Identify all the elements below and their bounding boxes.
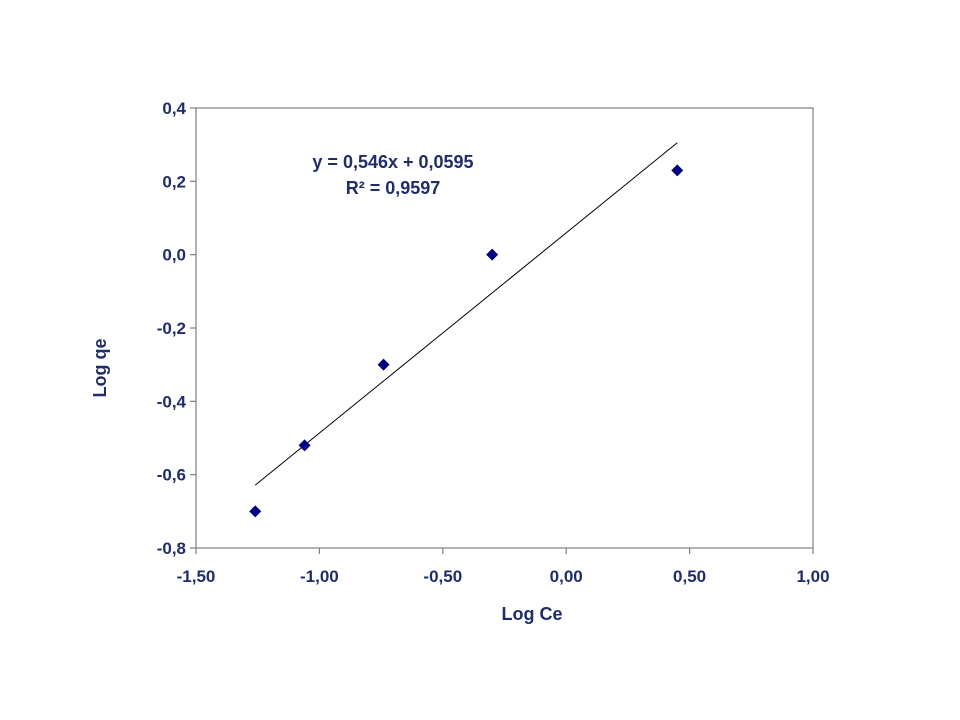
data-point [298,439,311,452]
plot-area [195,107,814,549]
data-points [249,164,684,518]
y-tick-label: -0,6 [157,466,186,485]
data-point [671,164,684,177]
y-axis-title: Log qe [90,339,110,398]
y-tick-label: -0,4 [157,392,187,411]
x-tick-label: 0,00 [550,567,583,586]
data-point [377,358,390,371]
trendline-equation: y = 0,546x + 0,0595 [312,152,473,172]
x-tick-label: -1,00 [300,567,339,586]
x-axis-title: Log Ce [502,604,563,624]
x-tick-label: 1,00 [796,567,829,586]
y-tick-label: -0,8 [157,539,186,558]
y-tick-label: -0,2 [157,319,186,338]
x-tick-label: -1,50 [177,567,216,586]
y-tick-label: 0,0 [162,246,186,265]
data-point [486,248,499,261]
data-point [249,505,262,518]
r-squared-label: R² = 0,9597 [346,178,441,198]
x-tick-label: -0,50 [423,567,462,586]
x-tick-label: 0,50 [673,567,706,586]
trendline [254,142,678,486]
x-axis: -1,50 -1,00 -0,50 0,00 0,50 1,00 [177,548,830,586]
y-axis: -0,8 -0,6 -0,4 -0,2 0,0 0,2 0,4 [157,99,196,558]
y-tick-label: 0,2 [162,172,186,191]
y-tick-label: 0,4 [162,99,186,118]
